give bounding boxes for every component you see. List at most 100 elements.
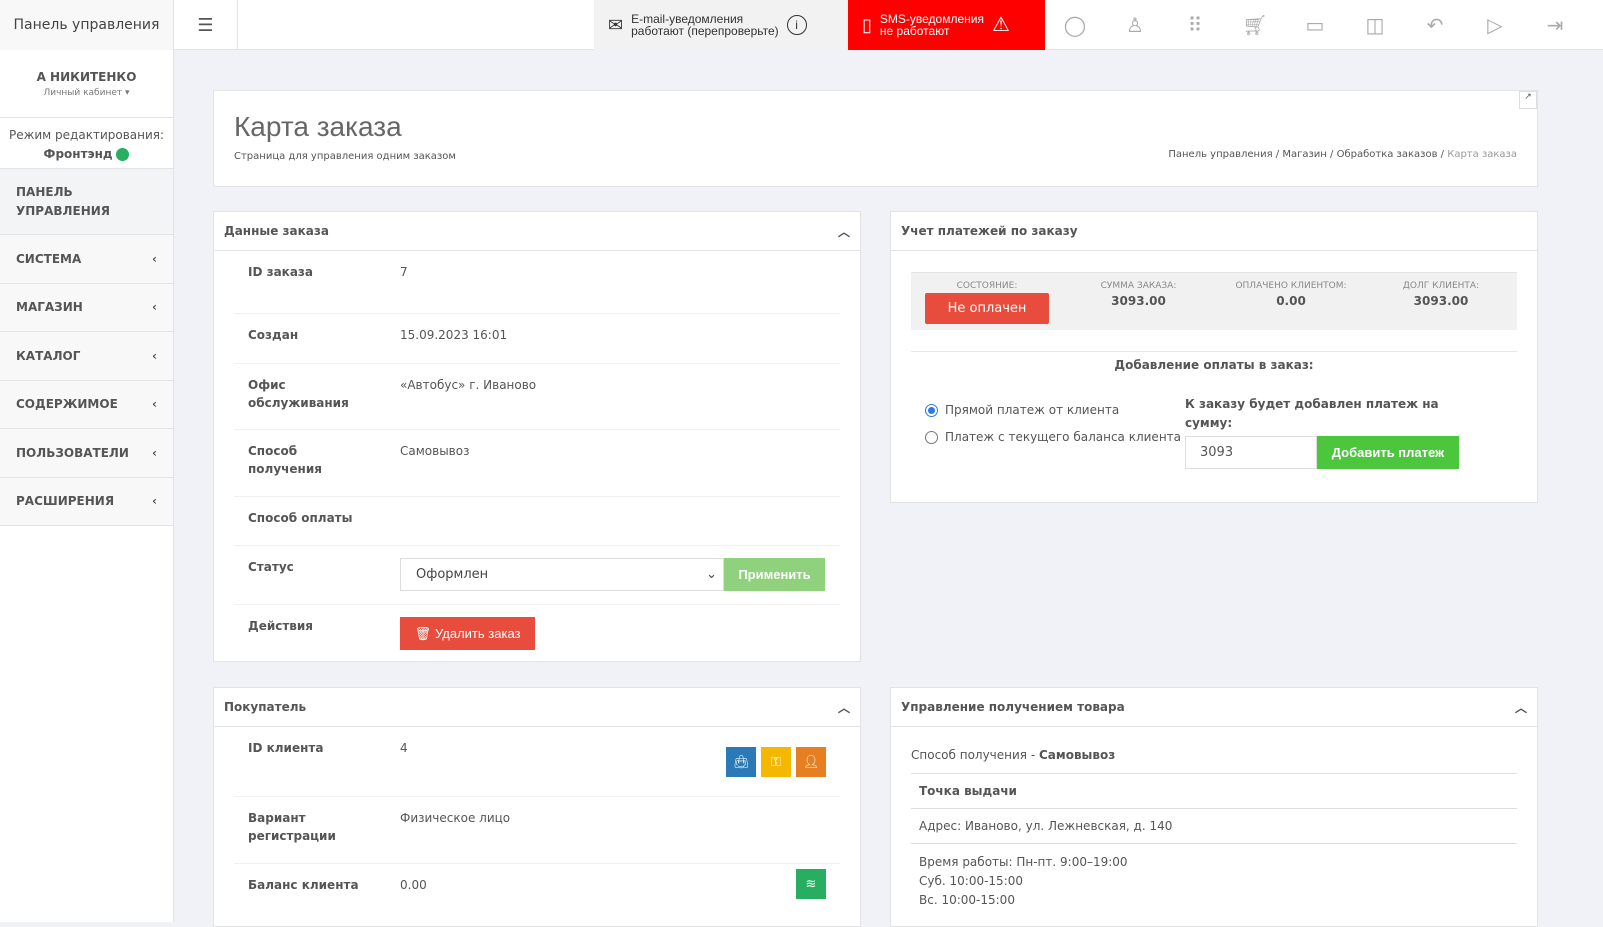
field-label: ID клиента [248, 741, 324, 755]
field-label: ID заказа [248, 265, 313, 279]
delivery-method: Самовывоз [400, 444, 470, 458]
order-sum: 3093.00 [1111, 294, 1166, 308]
email-notice[interactable]: ✉ E-mail-уведомления работают (перепровер… [594, 0, 848, 50]
logout-icon[interactable]: ⇥ [1546, 13, 1564, 37]
paid-label: ОПЛАЧЕНО КЛИЕНТОМ: [1235, 281, 1347, 291]
email-notice-line1: E-mail-уведомления [631, 12, 744, 26]
field-label: Вариант регистрации [248, 811, 336, 843]
sidebar-item-system[interactable]: СИСТЕМА ‹ [0, 235, 173, 284]
bag-icon[interactable]: ◫ [1365, 13, 1385, 37]
mode-value[interactable]: Фронтэнд [43, 147, 113, 161]
chevron-up-icon[interactable]: ︿ [837, 224, 850, 239]
created-date: 15.09.2023 16:01 [400, 328, 508, 342]
mode-toggle-icon[interactable] [116, 148, 130, 161]
credit-card-icon[interactable]: ▭ [1305, 13, 1325, 37]
payment-method [400, 509, 826, 533]
chevron-left-icon: ‹ [152, 397, 157, 412]
page-header: Карта заказа Страница для управления одн… [213, 90, 1538, 187]
delete-order-button[interactable]: 🗑︎ Удалить заказ [400, 617, 535, 650]
expand-icon[interactable]: ↗ [1519, 91, 1537, 109]
breadcrumb-item[interactable]: Обработка заказов [1336, 149, 1438, 160]
brand[interactable]: Панель управления [0, 0, 174, 50]
sidebar-item-dashboard[interactable]: ПАНЕЛЬ УПРАВЛЕНИЯ [0, 169, 173, 235]
key-icon[interactable]: ⚿ [761, 747, 791, 777]
status-select[interactable]: Оформлен ⌄ [400, 558, 724, 591]
add-user-icon[interactable]: ♙ [1126, 13, 1144, 37]
debt-label: ДОЛГ КЛИЕНТА: [1402, 281, 1480, 291]
field-label: Создан [248, 328, 299, 342]
email-notice-line2: работают (перепроверьте) [631, 24, 779, 38]
sidebar-item-shop[interactable]: МАГАЗИН ‹ [0, 284, 173, 332]
add-payment-button[interactable]: Добавить платеж [1317, 436, 1459, 469]
registration-type: Физическое лицо [400, 811, 511, 825]
breadcrumb: Панель управления / Магазин / Обработка … [1168, 149, 1517, 160]
client-balance: 0.00 [400, 878, 427, 892]
breadcrumb-current: Карта заказа [1447, 149, 1517, 160]
hours-line: Суб. 10:00-15:00 [919, 874, 1024, 888]
radio-direct-payment[interactable]: Прямой платеж от клиента [925, 403, 1119, 417]
amount-label: К заказу будет добавлен платеж на сумму: [1185, 397, 1439, 430]
apps-grid-icon[interactable]: ⠿ [1187, 13, 1203, 37]
orders-bag-icon[interactable]: 👜︎ [726, 747, 756, 777]
method-label: Способ получения - [911, 748, 1039, 762]
chevron-left-icon: ‹ [152, 251, 157, 266]
topbar: Панель управления ☰ ✉ E-mail-уведомления… [0, 0, 1603, 50]
client-id: 4 [400, 741, 408, 755]
office: «Автобус» г. Иваново [400, 378, 537, 392]
field-label: Действия [248, 619, 314, 633]
hours-line: Вс. 10:00-15:00 [919, 893, 1015, 907]
paid-amount: 0.00 [1276, 294, 1306, 308]
panel-title: Покупатель [224, 700, 307, 714]
chevron-left-icon: ‹ [152, 348, 157, 363]
radio-balance-payment[interactable]: Платеж с текущего баланса клиента [925, 430, 1181, 444]
sms-notice-line1: SMS-уведомления [879, 12, 984, 26]
phone-icon: ▯ [862, 15, 872, 35]
sidebar: А НИКИТЕНКО Личный кабинет ▾ Режим редакт… [0, 50, 174, 922]
sidebar-item-catalog[interactable]: КАТАЛОГ ‹ [0, 332, 173, 381]
order-panel: Данные заказа ︿ ID заказа 7 Создан 15.09.20… [213, 211, 861, 662]
back-icon[interactable]: ↶ [1426, 13, 1444, 37]
sum-label: СУММА ЗАКАЗА: [1100, 281, 1177, 291]
panel-title: Управление получением товара [901, 700, 1125, 714]
method-value: Самовывоз [1038, 748, 1116, 762]
chevron-left-icon: ‹ [152, 494, 157, 509]
state-label: СОСТОЯНИЕ: [956, 281, 1018, 291]
hamburger-icon[interactable]: ☰ [174, 0, 238, 50]
field-label: Статус [248, 560, 294, 574]
field-label: Способ получения [248, 444, 322, 476]
mode-label: Режим редактирования: [8, 128, 165, 142]
payment-state-badge: Не оплачен [925, 293, 1049, 324]
breadcrumb-item[interactable]: Панель управления [1168, 149, 1273, 160]
envelope-icon: ✉ [608, 15, 624, 35]
page-subtitle: Страница для управления одним заказом [234, 151, 456, 162]
hours-line: Время работы: Пн-пт. 9:00–19:00 [919, 855, 1128, 869]
info-icon: i [786, 15, 807, 35]
point-address: Адрес: Иваново, ул. Лежневская, д. 140 [911, 809, 1517, 844]
warning-icon: ⚠ [992, 14, 1010, 36]
payment-summary: СОСТОЯНИЕ: Не оплачен СУММА ЗАКАЗА: 3093.… [911, 272, 1517, 330]
apply-button[interactable]: Применить [724, 558, 825, 591]
cart-icon[interactable]: 🛒︎ [1242, 13, 1268, 37]
sidebar-item-extensions[interactable]: РАСШИРЕНИЯ ‹ [0, 478, 173, 526]
sms-notice[interactable]: ▯ SMS-уведомления не работают ⚠ [848, 0, 1045, 50]
chevron-up-icon[interactable]: ︿ [1514, 700, 1527, 715]
breadcrumb-item[interactable]: Магазин [1282, 149, 1327, 160]
profile-icon[interactable]: 👤︎ [796, 747, 826, 777]
amount-input[interactable]: 3093 [1185, 436, 1317, 469]
order-id: 7 [400, 265, 408, 279]
delivery-panel: Управление получением товара ︿ Способ пол… [890, 687, 1538, 927]
trash-icon: 🗑︎ [414, 625, 432, 641]
buyer-panel: Покупатель ︿ ID клиента 4 👜︎ ⚿ 👤︎ Вариант … [213, 687, 861, 927]
user-icon[interactable]: ◯ [1063, 13, 1087, 37]
debt-amount: 3093.00 [1413, 294, 1469, 308]
sidebar-item-users[interactable]: ПОЛЬЗОВАТЕЛИ ‹ [0, 429, 173, 478]
chevron-left-icon: ‹ [152, 300, 157, 315]
field-label: Способ оплаты [248, 511, 353, 525]
add-payment-title: Добавление оплаты в заказ: [1114, 358, 1314, 372]
balance-icon[interactable]: ≋ [796, 869, 826, 899]
sidebar-item-content[interactable]: СОДЕРЖИМОЕ ‹ [0, 381, 173, 429]
play-icon[interactable]: ▷ [1487, 13, 1503, 37]
chevron-up-icon[interactable]: ︿ [837, 700, 850, 715]
chevron-left-icon: ‹ [152, 445, 157, 460]
cabinet-dropdown[interactable]: Личный кабинет ▾ [43, 88, 130, 98]
